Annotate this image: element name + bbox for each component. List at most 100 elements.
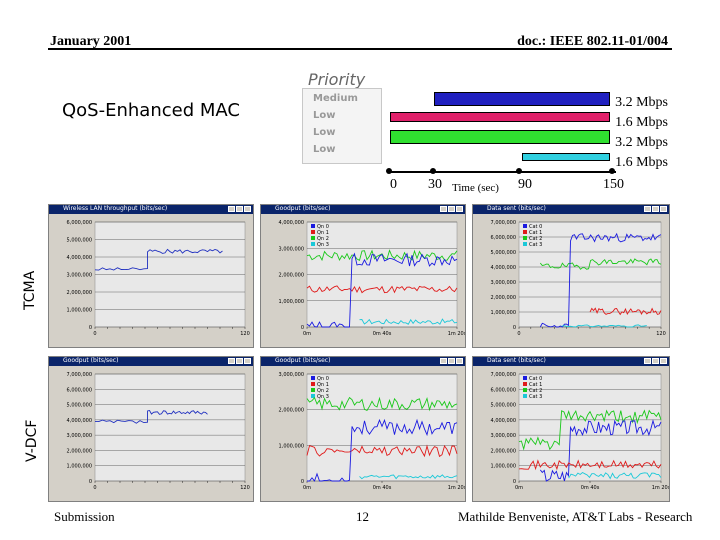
close-button[interactable] <box>660 358 667 364</box>
y-tick-label: 4,000,000 <box>279 220 304 226</box>
y-tick-label: 2,000,000 <box>67 290 92 296</box>
series-line-green <box>539 258 662 270</box>
legend-label: Cat 1 <box>529 230 542 236</box>
legend-label: Cat 3 <box>529 242 542 248</box>
maximize-button[interactable] <box>448 358 455 364</box>
close-button[interactable] <box>660 206 667 212</box>
minimize-button[interactable] <box>644 206 651 212</box>
chart-svg: 7,000,000 6,000,000 5,000,000 4,000,000 3,00… <box>491 372 669 491</box>
window-titlebar[interactable]: Goodput (bits/sec) <box>49 357 253 366</box>
row-label-vdcf: V-DCF <box>24 419 40 462</box>
x-tick-label: 120 <box>656 331 666 337</box>
rate-label-green: 3.2 Mbps <box>615 135 668 150</box>
legend-swatch <box>311 388 315 392</box>
close-button[interactable] <box>456 206 463 212</box>
y-tick-label: 1,000,000 <box>491 464 516 470</box>
flow-bar-red <box>390 112 610 122</box>
y-tick-label: 3,000,000 <box>491 433 516 439</box>
tick-150: 150 <box>603 177 624 192</box>
maximize-button[interactable] <box>236 206 243 212</box>
legend-swatch <box>523 376 527 380</box>
chart-window-throughput-tcma[interactable]: Wireless LAN throughput (bits/sec) 6,000,… <box>48 204 254 348</box>
legend-swatch <box>311 224 315 228</box>
series-line-cyan <box>359 474 458 480</box>
priority-legend-item: Low <box>313 110 336 121</box>
minimize-button[interactable] <box>644 358 651 364</box>
series-line-red <box>306 285 458 294</box>
tick-90: 90 <box>518 177 532 192</box>
x-tick-label: 0m 40s <box>581 485 600 491</box>
legend-label: Qn 3 <box>317 394 329 400</box>
series-line-blue <box>539 232 662 328</box>
chart-window-goodput-tcma[interactable]: Goodput (bits/sec) 4,000,000 3,000,000 2,00… <box>260 204 466 348</box>
y-tick-label: 2,000,000 <box>491 295 516 301</box>
window-titlebar[interactable]: Data sent (bits/sec) <box>473 357 669 366</box>
y-tick-label: 3,000,000 <box>491 280 516 286</box>
chart-window-datasent-vdcf[interactable]: Data sent (bits/sec) 7,000,000 6,000,000 5,… <box>472 356 670 502</box>
y-tick-label: 7,000,000 <box>67 372 92 378</box>
y-tick-label: 2,000,000 <box>279 273 304 279</box>
legend-swatch <box>523 236 527 240</box>
window-titlebar[interactable]: Goodput (bits/sec) <box>261 205 465 214</box>
minimize-button[interactable] <box>228 358 235 364</box>
series-line-red <box>306 444 458 458</box>
maximize-button[interactable] <box>236 358 243 364</box>
rate-label-cyan: 1.6 Mbps <box>615 155 668 170</box>
chart-svg: 3,000,000 2,000,000 1,000,000 00m 0m 40s 1m 2… <box>279 372 465 491</box>
legend-label: Cat 1 <box>529 382 542 388</box>
tick-dot-0 <box>386 168 392 174</box>
window-titlebar[interactable]: Data sent (bits/sec) <box>473 205 669 214</box>
chart-window-goodput-vdcf-b[interactable]: Goodput (bits/sec) 3,000,000 2,000,000 1,00… <box>260 356 466 502</box>
maximize-button[interactable] <box>652 206 659 212</box>
x-tick-label: 1m 20s <box>652 485 669 491</box>
legend-swatch <box>523 224 527 228</box>
y-tick-label: 2,000,000 <box>491 448 516 454</box>
legend-swatch <box>311 394 315 398</box>
chart-window-datasent-tcma[interactable]: Data sent (bits/sec) 7,000,000 6,000,000 5,… <box>472 204 670 348</box>
y-tick-label: 0 <box>513 479 516 485</box>
legend-label: Cat 2 <box>529 236 542 242</box>
legend-label: Qn 1 <box>317 230 329 236</box>
minimize-button[interactable] <box>440 358 447 364</box>
close-button[interactable] <box>244 206 251 212</box>
maximize-button[interactable] <box>448 206 455 212</box>
header-date: January 2001 <box>50 34 132 49</box>
y-tick-label: 5,000,000 <box>67 403 92 409</box>
legend-swatch <box>311 382 315 386</box>
window-titlebar[interactable]: Goodput (bits/sec) <box>261 357 465 366</box>
close-button[interactable] <box>456 358 463 364</box>
window-title: Wireless LAN throughput (bits/sec) <box>63 205 168 212</box>
y-tick-label: 6,000,000 <box>491 387 516 393</box>
chart-svg: 6,000,000 5,000,000 4,000,000 3,000,000 2,00… <box>67 220 250 337</box>
legend-label: Qn 0 <box>317 376 329 382</box>
series-line <box>94 409 208 424</box>
tick-dot-30 <box>430 168 436 174</box>
legend-swatch <box>523 388 527 392</box>
window-title: Goodput (bits/sec) <box>275 357 331 364</box>
series-line-cyan <box>359 318 458 325</box>
y-tick-label: 3,000,000 <box>67 433 92 439</box>
header-doc-id: doc.: IEEE 802.11-01/004 <box>517 34 668 49</box>
y-tick-label: 1,000,000 <box>67 308 92 314</box>
maximize-button[interactable] <box>652 358 659 364</box>
y-tick-label: 1,000,000 <box>279 299 304 305</box>
priority-legend-item: Medium <box>313 93 358 104</box>
legend-label: Cat 0 <box>529 376 542 382</box>
x-tick-label: 120 <box>240 485 250 491</box>
chart-window-goodput-vdcf-a[interactable]: Goodput (bits/sec) 7,000,000 6,000,000 5,00… <box>48 356 254 502</box>
series-line-red <box>518 459 662 471</box>
x-tick-label: 0m <box>303 485 311 491</box>
time-axis-label: Time (sec) <box>452 182 499 194</box>
minimize-button[interactable] <box>228 206 235 212</box>
tick-dot-150 <box>609 168 615 174</box>
close-button[interactable] <box>244 358 251 364</box>
legend-label: Qn 3 <box>317 242 329 248</box>
priority-label: Priority <box>308 70 366 89</box>
window-title: Goodput (bits/sec) <box>275 205 331 212</box>
minimize-button[interactable] <box>440 206 447 212</box>
y-tick-label: 6,000,000 <box>491 235 516 241</box>
tick-0: 0 <box>390 177 397 192</box>
window-titlebar[interactable]: Wireless LAN throughput (bits/sec) <box>49 205 253 214</box>
y-tick-label: 2,000,000 <box>67 448 92 454</box>
rate-label-red: 1.6 Mbps <box>615 115 668 130</box>
